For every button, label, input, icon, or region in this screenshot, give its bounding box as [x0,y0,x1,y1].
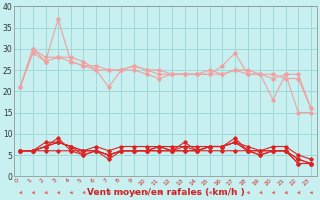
X-axis label: Vent moyen/en rafales ( km/h ): Vent moyen/en rafales ( km/h ) [87,188,244,197]
